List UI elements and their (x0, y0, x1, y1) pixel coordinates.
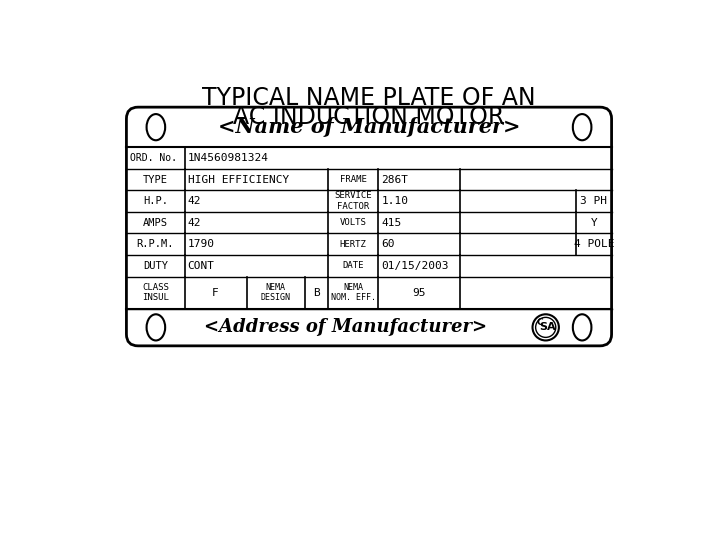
Text: ORD. No.: ORD. No. (130, 153, 176, 163)
Text: 4 POLE: 4 POLE (574, 239, 614, 249)
Text: NEMA
NOM. EFF.: NEMA NOM. EFF. (330, 283, 376, 302)
Text: HERTZ: HERTZ (340, 240, 366, 249)
Text: VOLTS: VOLTS (340, 218, 366, 227)
Text: 415: 415 (382, 218, 402, 228)
Text: C: C (536, 318, 543, 327)
Text: CONT: CONT (188, 261, 215, 271)
Text: <Name of Manufacturer>: <Name of Manufacturer> (217, 117, 521, 137)
Text: CLASS
INSUL: CLASS INSUL (142, 283, 169, 302)
Text: TYPE: TYPE (143, 174, 168, 185)
FancyBboxPatch shape (127, 107, 611, 346)
Text: AC INDUCTION MOTOR: AC INDUCTION MOTOR (233, 105, 505, 129)
Text: 60: 60 (382, 239, 395, 249)
Text: DATE: DATE (343, 261, 364, 270)
Text: B: B (313, 288, 320, 298)
Circle shape (533, 314, 559, 340)
Text: DUTY: DUTY (143, 261, 168, 271)
Ellipse shape (573, 114, 591, 140)
Circle shape (536, 318, 556, 338)
Ellipse shape (147, 314, 165, 340)
Text: NEMA
DESIGN: NEMA DESIGN (261, 283, 291, 302)
Text: SA: SA (539, 322, 556, 332)
Text: H.P.: H.P. (143, 196, 168, 206)
Text: 42: 42 (188, 196, 201, 206)
Text: F: F (212, 288, 219, 298)
Text: R.P.M.: R.P.M. (137, 239, 174, 249)
Text: FRAME: FRAME (340, 175, 366, 184)
Text: TYPICAL NAME PLATE OF AN: TYPICAL NAME PLATE OF AN (202, 86, 536, 110)
Text: 01/15/2003: 01/15/2003 (382, 261, 449, 271)
Text: 95: 95 (413, 288, 426, 298)
Text: 1790: 1790 (188, 239, 215, 249)
Ellipse shape (147, 114, 165, 140)
Text: Y: Y (590, 218, 597, 228)
Text: <Address of Manufacturer>: <Address of Manufacturer> (204, 319, 487, 336)
Ellipse shape (573, 314, 591, 340)
Text: 286T: 286T (382, 174, 408, 185)
Text: 3 PH: 3 PH (580, 196, 607, 206)
Text: 42: 42 (188, 218, 201, 228)
Text: HIGH EFFICIENCY: HIGH EFFICIENCY (188, 174, 289, 185)
Text: AMPS: AMPS (143, 218, 168, 228)
Text: 1N4560981324: 1N4560981324 (188, 153, 269, 163)
Text: 1.10: 1.10 (382, 196, 408, 206)
Text: SERVICE
FACTOR: SERVICE FACTOR (334, 191, 372, 211)
